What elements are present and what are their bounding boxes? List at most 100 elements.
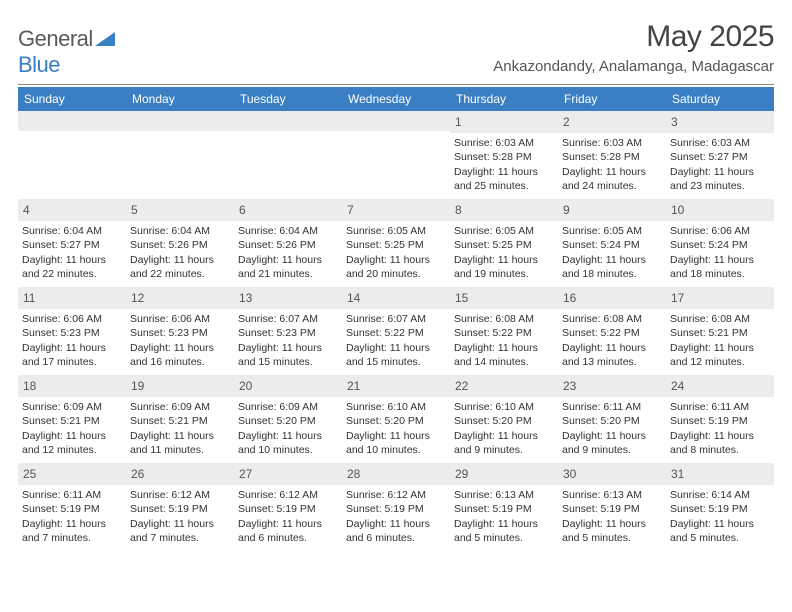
calendar-cell: 14Sunrise: 6:07 AMSunset: 5:22 PMDayligh… [342,287,450,375]
day-number: 24 [666,375,774,397]
sunrise-line: Sunrise: 6:11 AM [22,488,122,502]
sunset-line: Sunset: 5:23 PM [22,326,122,340]
calendar-row: 18Sunrise: 6:09 AMSunset: 5:21 PMDayligh… [18,375,774,463]
day-number: 22 [450,375,558,397]
sunset-line: Sunset: 5:25 PM [346,238,446,252]
sunrise-line: Sunrise: 6:03 AM [454,136,554,150]
header-divider [18,84,774,85]
calendar-cell: 4Sunrise: 6:04 AMSunset: 5:27 PMDaylight… [18,199,126,287]
sunrise-line: Sunrise: 6:10 AM [454,400,554,414]
daylight-line: Daylight: 11 hours and 25 minutes. [454,165,554,193]
day-number: 25 [18,463,126,485]
day-number: 6 [234,199,342,221]
header: GeneralBlue May 2025 Ankazondandy, Anala… [18,20,774,78]
daylight-line: Daylight: 11 hours and 18 minutes. [562,253,662,281]
sunset-line: Sunset: 5:22 PM [346,326,446,340]
sunset-line: Sunset: 5:20 PM [562,414,662,428]
day-number: 18 [18,375,126,397]
day-number: 5 [126,199,234,221]
calendar-cell [126,111,234,199]
sunrise-line: Sunrise: 6:03 AM [562,136,662,150]
daylight-line: Daylight: 11 hours and 12 minutes. [670,341,770,369]
daylight-line: Daylight: 11 hours and 22 minutes. [22,253,122,281]
sunset-line: Sunset: 5:21 PM [670,326,770,340]
sunrise-line: Sunrise: 6:09 AM [130,400,230,414]
sunrise-line: Sunrise: 6:13 AM [562,488,662,502]
sunrise-line: Sunrise: 6:08 AM [562,312,662,326]
daylight-line: Daylight: 11 hours and 5 minutes. [454,517,554,545]
day-number: 20 [234,375,342,397]
sunrise-line: Sunrise: 6:11 AM [670,400,770,414]
daylight-line: Daylight: 11 hours and 5 minutes. [562,517,662,545]
sunset-line: Sunset: 5:19 PM [562,502,662,516]
calendar-cell: 19 Sunrise: 6:09 AMSunset: 5:21 PMDayligh… [126,375,234,463]
day-number: 17 [666,287,774,309]
sunset-line: Sunset: 5:23 PM [130,326,230,340]
daylight-line: Daylight: 11 hours and 16 minutes. [130,341,230,369]
calendar-cell: 8Sunrise: 6:05 AMSunset: 5:25 PMDaylight… [450,199,558,287]
day-number: 11 [18,287,126,309]
daylight-line: Daylight: 11 hours and 10 minutes. [238,429,338,457]
daylight-line: Daylight: 11 hours and 7 minutes. [130,517,230,545]
day-number: 3 [666,111,774,133]
daylight-line: Daylight: 11 hours and 15 minutes. [346,341,446,369]
calendar-cell: 13Sunrise: 6:07 AMSunset: 5:23 PMDayligh… [234,287,342,375]
daylight-line: Daylight: 11 hours and 13 minutes. [562,341,662,369]
calendar-cell: 5Sunrise: 6:04 AMSunset: 5:26 PMDaylight… [126,199,234,287]
sunrise-line: Sunrise: 6:04 AM [130,224,230,238]
weekday-header: Saturday [666,87,774,111]
day-number: 1 [450,111,558,133]
day-number: 14 [342,287,450,309]
calendar-cell: 17 Sunrise: 6:08 AMSunset: 5:21 PMDayligh… [666,287,774,375]
calendar-body: 1Sunrise: 6:03 AMSunset: 5:28 PMDaylight… [18,111,774,551]
calendar-cell: 15Sunrise: 6:08 AMSunset: 5:22 PMDayligh… [450,287,558,375]
calendar-cell: 23Sunrise: 6:11 AMSunset: 5:20 PMDayligh… [558,375,666,463]
calendar-cell [18,111,126,199]
daylight-line: Daylight: 11 hours and 22 minutes. [130,253,230,281]
day-number: 28 [342,463,450,485]
day-number: 12 [126,287,234,309]
sunrise-line: Sunrise: 6:08 AM [670,312,770,326]
day-number: 19 [126,375,234,397]
sunrise-line: Sunrise: 6:05 AM [454,224,554,238]
daylight-line: Daylight: 11 hours and 14 minutes. [454,341,554,369]
sunset-line: Sunset: 5:19 PM [22,502,122,516]
month-title: May 2025 [493,20,774,54]
sunset-line: Sunset: 5:20 PM [346,414,446,428]
calendar-cell: 27Sunrise: 6:12 AMSunset: 5:19 PMDayligh… [234,463,342,551]
sunrise-line: Sunrise: 6:14 AM [670,488,770,502]
daylight-line: Daylight: 11 hours and 11 minutes. [130,429,230,457]
day-number: 4 [18,199,126,221]
daylight-line: Daylight: 11 hours and 21 minutes. [238,253,338,281]
logo-triangle-icon [95,26,115,51]
weekday-header: Friday [558,87,666,111]
sunset-line: Sunset: 5:26 PM [238,238,338,252]
daylight-line: Daylight: 11 hours and 24 minutes. [562,165,662,193]
day-number: 10 [666,199,774,221]
calendar-row: 25Sunrise: 6:11 AMSunset: 5:19 PMDayligh… [18,463,774,551]
sunset-line: Sunset: 5:21 PM [130,414,230,428]
sunrise-line: Sunrise: 6:03 AM [670,136,770,150]
sunset-line: Sunset: 5:22 PM [454,326,554,340]
calendar-table: SundayMondayTuesdayWednesdayThursdayFrid… [18,87,774,551]
calendar-cell: 1Sunrise: 6:03 AMSunset: 5:28 PMDaylight… [450,111,558,199]
sunrise-line: Sunrise: 6:08 AM [454,312,554,326]
day-number: 26 [126,463,234,485]
day-number: 13 [234,287,342,309]
sunset-line: Sunset: 5:27 PM [22,238,122,252]
weekday-row: SundayMondayTuesdayWednesdayThursdayFrid… [18,87,774,111]
sunrise-line: Sunrise: 6:09 AM [238,400,338,414]
title-block: May 2025 Ankazondandy, Analamanga, Madag… [493,20,774,75]
daylight-line: Daylight: 11 hours and 18 minutes. [670,253,770,281]
calendar-cell: 30Sunrise: 6:13 AMSunset: 5:19 PMDayligh… [558,463,666,551]
sunrise-line: Sunrise: 6:10 AM [346,400,446,414]
day-number: 16 [558,287,666,309]
weekday-header: Monday [126,87,234,111]
sunrise-line: Sunrise: 6:05 AM [562,224,662,238]
day-number [234,111,342,131]
logo-part1: General [18,26,93,51]
calendar-cell: 6Sunrise: 6:04 AMSunset: 5:26 PMDaylight… [234,199,342,287]
calendar-cell: 26Sunrise: 6:12 AMSunset: 5:19 PMDayligh… [126,463,234,551]
sunrise-line: Sunrise: 6:13 AM [454,488,554,502]
calendar-cell: 21Sunrise: 6:10 AMSunset: 5:20 PMDayligh… [342,375,450,463]
